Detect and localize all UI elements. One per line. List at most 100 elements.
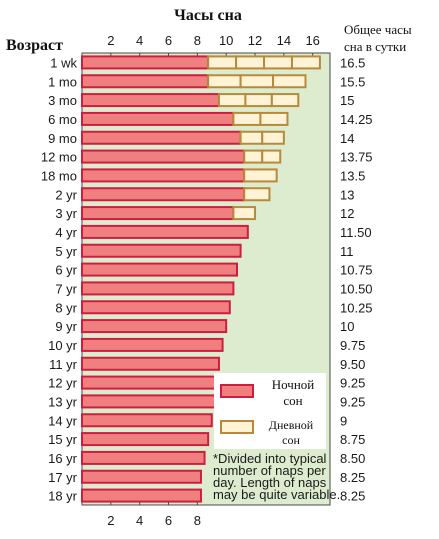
total-hours-label: 9.75 — [340, 338, 365, 353]
total-hours-label: 9.25 — [340, 394, 365, 409]
top-tick-label: 10 — [219, 33, 233, 48]
nap-segment-bar — [232, 206, 257, 221]
night-sleep-bar — [81, 206, 235, 221]
total-hours-label: 10 — [340, 319, 354, 334]
age-label: 1 wk — [50, 55, 77, 70]
age-label: 9 yr — [55, 319, 77, 334]
age-label: 18 yr — [48, 489, 78, 504]
total-hours-label: 13.75 — [340, 150, 373, 165]
bars-group — [81, 55, 321, 503]
age-label: 11 yr — [49, 357, 78, 372]
night-sleep-bar — [81, 111, 235, 126]
nap-segment-bar — [207, 74, 242, 89]
top-tick-label: 16 — [305, 33, 319, 48]
night-sleep-bar — [81, 93, 220, 108]
total-hours-label: 8.75 — [340, 432, 365, 447]
total-hours-label: 14.25 — [340, 112, 373, 127]
night-sleep-bar — [81, 432, 210, 447]
bottom-tick-label: 6 — [165, 513, 172, 528]
night-sleep-bar — [81, 149, 246, 164]
night-sleep-bar — [81, 469, 202, 484]
nap-segment-bar — [239, 130, 264, 145]
legend-day-label-line-1: Дневной — [269, 418, 314, 432]
nap-segment-bar — [263, 55, 293, 70]
age-axis-label: Возраст — [6, 37, 63, 54]
age-label: 2 yr — [55, 187, 77, 202]
total-labels: 16.5 15.5 15 14.25 14 13.75 13.5 13 12 11.50 11 10.… — [340, 55, 373, 503]
footnote-line: day. Length of naps — [213, 475, 327, 490]
night-sleep-bar — [81, 394, 217, 409]
nap-segment-bar — [270, 93, 300, 108]
legend-day-label-line-2: сон — [282, 433, 300, 447]
footnote-line: *Divided into typical — [213, 451, 327, 466]
age-label: 4 yr — [55, 225, 77, 240]
nap-segment-bar — [243, 149, 264, 164]
nap-segment-bar — [259, 111, 289, 126]
age-label: 8 yr — [55, 300, 77, 315]
total-hours-label: 13.5 — [340, 168, 365, 183]
nap-segment-bar — [261, 149, 282, 164]
total-hours-label: 16.5 — [340, 55, 365, 70]
legend-night-swatch — [220, 384, 254, 398]
nap-segment-bar — [232, 111, 262, 126]
top-axis: 2 4 6 8 10 12 14 16 — [107, 33, 320, 57]
nap-segment-bar — [243, 168, 278, 183]
total-hours-label: 14 — [340, 131, 354, 146]
total-hours-label: 15.5 — [340, 74, 365, 89]
bottom-tick-label: 2 — [107, 513, 114, 528]
total-hours-label: 9 — [340, 413, 347, 428]
nap-segment-bar — [217, 93, 247, 108]
night-sleep-bar — [81, 243, 242, 258]
bottom-tick-label: 8 — [194, 513, 201, 528]
nap-segment-bar — [244, 93, 273, 108]
age-label: 6 mo — [48, 112, 77, 127]
night-sleep-bar — [81, 300, 231, 315]
night-sleep-bar — [81, 55, 210, 70]
nap-segment-bar — [243, 187, 271, 202]
naps-footnote: *Divided into typical number of naps per d… — [213, 451, 340, 502]
age-label: 9 mo — [48, 131, 77, 146]
total-hours-label: 11.50 — [340, 225, 372, 240]
total-hours-header-line-1: Общее часы — [344, 22, 412, 37]
night-sleep-bar — [81, 319, 228, 334]
age-label: 16 yr — [48, 451, 78, 466]
legend-night-label-line-1: Ночной — [272, 377, 315, 392]
night-sleep-bar — [81, 168, 246, 183]
age-label: 12 mo — [41, 150, 77, 165]
legend-night-label-line-2: сон — [283, 393, 302, 408]
age-label: 18 mo — [41, 168, 77, 183]
age-labels: 1 wk 1 mo 3 mo 6 mo 9 mo 12 mo 18 mo 2 yr 3 yr 4 … — [41, 55, 78, 503]
night-sleep-bar — [81, 488, 202, 503]
legend-day-swatch — [220, 420, 254, 434]
nap-segment-bar — [272, 74, 307, 89]
top-tick-label: 14 — [277, 33, 291, 48]
total-hours-label: 10.75 — [340, 263, 373, 278]
night-sleep-bar — [81, 450, 206, 465]
age-label: 5 yr — [55, 244, 77, 259]
night-sleep-bar — [81, 337, 224, 352]
top-tick-label: 2 — [107, 33, 114, 48]
top-tick-label: 12 — [248, 33, 262, 48]
nap-segment-bar — [239, 74, 275, 89]
footnote-line: may be quite variable. — [213, 487, 340, 502]
nap-segment-bar — [235, 55, 266, 70]
total-hours-label: 13 — [340, 187, 354, 202]
total-hours-label: 10.50 — [340, 281, 373, 296]
total-hours-label: 8.50 — [340, 451, 365, 466]
footnote-line: number of naps per — [213, 463, 326, 478]
total-hours-label: 12 — [340, 206, 354, 221]
total-hours-label: 8.25 — [340, 470, 365, 485]
nap-segment-bar — [290, 55, 321, 70]
total-hours-label: 8.25 — [340, 489, 365, 504]
night-sleep-bar — [81, 413, 213, 428]
night-sleep-bar — [81, 74, 210, 89]
bottom-tick-label: 4 — [136, 513, 143, 528]
chart-title: Часы сна — [174, 7, 242, 24]
night-sleep-bar — [81, 281, 235, 296]
age-label: 3 mo — [48, 93, 77, 108]
total-hours-label: 15 — [340, 93, 354, 108]
night-sleep-bar — [81, 356, 220, 371]
age-label: 6 yr — [55, 263, 77, 278]
total-hours-label: 11 — [340, 244, 354, 259]
